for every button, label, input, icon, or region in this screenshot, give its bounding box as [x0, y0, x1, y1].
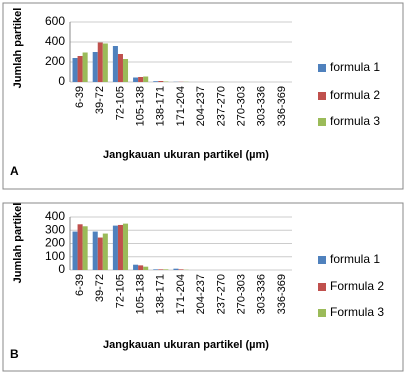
x-tick-label: 138-171: [155, 274, 167, 314]
legend-label: formula 1: [330, 60, 380, 74]
y-tick-label: 200: [45, 54, 65, 68]
x-tick-label: 72-105: [114, 86, 126, 120]
bar: [163, 269, 169, 270]
y-tick-label: 0: [58, 262, 65, 276]
x-tick-label: 204-237: [195, 274, 207, 314]
legend-label: Formula 2: [330, 279, 384, 293]
bar: [163, 81, 169, 82]
bar: [122, 59, 129, 82]
x-tick-label: 171-204: [175, 274, 187, 314]
bar: [92, 231, 98, 270]
x-axis-title: Jangkauan ukuran partikel (µm): [103, 149, 269, 161]
x-tick-label: 39-72: [94, 274, 106, 302]
bar: [102, 233, 108, 270]
bar: [158, 269, 164, 270]
x-tick-label: 237-270: [215, 86, 227, 126]
bar: [143, 266, 149, 270]
bar: [153, 81, 159, 82]
bar: [138, 77, 144, 82]
legend-swatch: [318, 118, 326, 126]
x-tick-label: 171-204: [175, 86, 187, 126]
panel-label: B: [10, 347, 19, 361]
bar: [102, 43, 108, 82]
chart-frame: [2, 202, 404, 372]
bar: [138, 265, 144, 270]
x-tick-label: 303-336: [256, 274, 268, 314]
x-tick-label: 6-39: [74, 86, 86, 108]
x-tick-label: 270-303: [235, 274, 247, 314]
legend-swatch: [318, 64, 326, 72]
y-axis-title: Jumlah partikel: [12, 8, 24, 89]
y-tick-label: 400: [45, 209, 65, 223]
y-tick-label: 200: [45, 236, 65, 250]
x-tick-label: 336-369: [276, 274, 288, 314]
bar: [77, 224, 83, 270]
bar: [112, 225, 118, 270]
bar: [133, 264, 139, 270]
bar: [122, 223, 129, 270]
y-tick-label: 0: [58, 74, 65, 88]
legend-label: formula 1: [330, 252, 380, 266]
bar: [133, 77, 139, 82]
bar: [97, 42, 103, 82]
bar: [92, 52, 98, 82]
x-tick-label: 336-369: [276, 86, 288, 126]
x-tick-label: 72-105: [114, 274, 126, 308]
bar: [117, 54, 123, 82]
y-axis-title: Jumlah partikel: [12, 203, 24, 284]
y-tick-label: 300: [45, 222, 65, 236]
legend-label: Formula 3: [330, 305, 384, 319]
bar: [112, 46, 118, 82]
x-tick-label: 39-72: [94, 86, 106, 114]
x-tick-label: 303-336: [256, 86, 268, 126]
chart-frame: [2, 2, 404, 190]
legend-label: formula 3: [330, 114, 380, 128]
bar: [173, 268, 179, 270]
y-tick-label: 100: [45, 249, 65, 263]
legend-swatch: [318, 256, 326, 264]
bar: [77, 56, 83, 82]
legend-label: formula 2: [330, 88, 380, 102]
bar: [72, 58, 78, 82]
x-tick-label: 204-237: [195, 86, 207, 126]
x-tick-label: 105-138: [135, 86, 147, 126]
x-axis-title: Jangkauan ukuran partikel (µm): [103, 339, 269, 351]
x-tick-label: 270-303: [235, 86, 247, 126]
legend-swatch: [318, 309, 326, 317]
bar: [82, 226, 88, 270]
panel-label: A: [10, 164, 19, 178]
bar: [158, 81, 164, 82]
legend-swatch: [318, 283, 326, 291]
legend-swatch: [318, 92, 326, 100]
y-tick-label: 600: [45, 14, 65, 28]
bar: [143, 76, 149, 82]
x-tick-label: 138-171: [155, 86, 167, 126]
y-tick-label: 400: [45, 34, 65, 48]
bar: [72, 231, 78, 270]
bar: [178, 269, 184, 270]
bar: [117, 224, 123, 270]
x-tick-label: 105-138: [135, 274, 147, 314]
bar: [82, 52, 88, 82]
x-tick-label: 6-39: [74, 274, 86, 296]
x-tick-label: 237-270: [215, 274, 227, 314]
bar: [153, 269, 159, 270]
bar: [97, 237, 103, 270]
